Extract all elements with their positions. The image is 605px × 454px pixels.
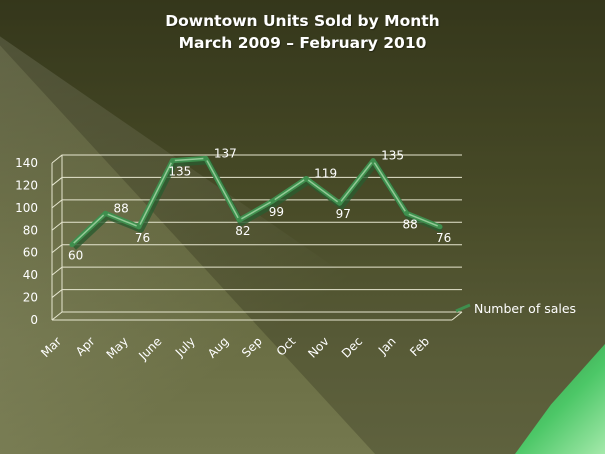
data-label: 97 [336, 207, 351, 221]
gridline [51, 289, 462, 298]
data-label: 137 [214, 146, 237, 160]
data-label: 76 [436, 231, 451, 245]
chart-subtitle: March 2009 – February 2010 [178, 34, 427, 52]
x-tick-label: May [104, 334, 131, 361]
y-tick-label: 0 [30, 313, 38, 327]
line-layer [69, 155, 444, 250]
x-tick-label: Feb [407, 334, 432, 359]
data-point [437, 224, 443, 230]
x-tick-label: Aug [205, 334, 231, 360]
label-layer: 60 88 76 135 137 82 99 119 97 135 88 76 [68, 146, 451, 262]
data-point [236, 217, 242, 223]
y-tick-label: 140 [15, 156, 38, 170]
data-label: 60 [68, 249, 83, 263]
data-label: 99 [269, 205, 284, 219]
data-label: 88 [403, 217, 418, 231]
data-label: 76 [135, 231, 150, 245]
x-tick-label: Mar [38, 334, 64, 360]
chart-title: Downtown Units Sold by Month [165, 12, 440, 30]
legend-layer: Number of sales [455, 301, 576, 316]
x-tick-label: June [135, 334, 164, 363]
x-tick-label: Nov [305, 334, 331, 360]
data-point [270, 198, 276, 204]
data-label: 88 [113, 201, 128, 215]
gridline [51, 266, 462, 276]
x-tick-label: Jan [375, 334, 399, 358]
data-label: 119 [314, 167, 337, 181]
gridline [51, 176, 462, 186]
data-point [203, 155, 209, 161]
series-line-shadow [71, 158, 444, 250]
data-label: 135 [168, 165, 191, 179]
data-point [136, 224, 142, 230]
x-tick-label: Sep [239, 334, 265, 360]
x-tick-label: Oct [274, 334, 299, 359]
data-label: 82 [235, 224, 250, 238]
y-tick-label: 80 [23, 223, 38, 237]
grid-layer [51, 154, 463, 321]
y-tick-label: 20 [23, 291, 38, 305]
x-tick-label: Dec [339, 334, 365, 360]
data-point [303, 176, 309, 182]
gridline [51, 311, 462, 321]
series-line-highlight [71, 157, 441, 246]
legend-swatch [455, 303, 471, 313]
data-point [102, 210, 108, 216]
data-point [404, 210, 410, 216]
chart-title-block: Downtown Units Sold by Month March 2009 … [0, 10, 605, 54]
y-tick-label: 60 [23, 246, 38, 260]
data-label: 135 [381, 149, 404, 163]
y-tick-label: 100 [15, 201, 38, 215]
data-point [169, 158, 175, 164]
gridline [51, 221, 462, 231]
data-point [69, 242, 75, 248]
data-point [370, 158, 376, 164]
legend-label: Number of sales [474, 301, 576, 316]
y-tick-label: 120 [15, 178, 38, 192]
x-tick-label: July [172, 334, 198, 360]
data-point [337, 200, 343, 206]
x-tick-label: Apr [73, 334, 98, 359]
floor-right-edge [451, 311, 463, 321]
gridline [51, 244, 462, 254]
y-tick-label: 40 [23, 268, 38, 282]
